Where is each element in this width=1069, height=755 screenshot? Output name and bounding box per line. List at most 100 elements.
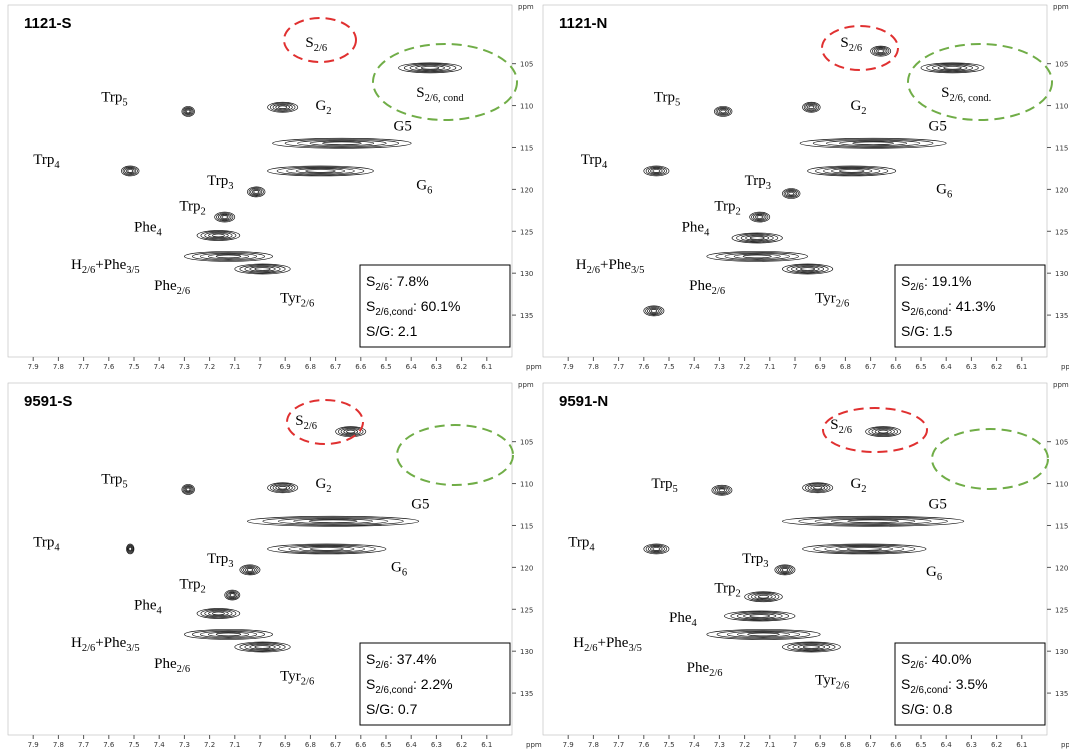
contour [812,138,934,148]
contour [795,266,820,272]
contour [711,484,733,496]
label: Tyr2/6 [280,291,314,310]
y-tick-label: 110 [520,481,533,489]
label: G5 [929,119,947,135]
x-tick-label: 7.1 [764,741,775,749]
contour [183,485,193,493]
contour [847,519,899,524]
y-tick-label: 115 [520,144,533,152]
label: G6 [416,177,432,196]
contour [715,486,729,494]
subscript: 4 [54,542,60,553]
text-part: Trp [101,89,122,105]
text-part: : 19.1% [924,273,971,289]
label: G5 [929,497,947,513]
contour [647,545,665,553]
contour [839,140,908,146]
x-tick-label: 7.9 [563,363,574,371]
y-tick-label: 110 [1055,481,1068,489]
x-tick-label: 6.3 [431,741,442,749]
x-tick-label: 7.8 [588,363,599,371]
contour [125,168,135,174]
subscript: 2 [861,484,866,495]
x-tick-label: 6.1 [1016,741,1027,749]
label: Trp5 [651,476,677,495]
text-part: S [901,298,910,314]
x-tick-label: 7.1 [229,363,240,371]
subscript: 2/6 [177,286,190,297]
contour [647,307,661,315]
y-tick-label: 125 [520,606,533,614]
contour [186,109,191,114]
contour [808,105,815,109]
contour [297,139,387,147]
text-part: G [926,564,937,580]
contour [846,547,882,551]
contour [737,631,790,638]
text-part: +Phe [95,635,126,651]
x-tick-label: 6.2 [991,363,1002,371]
label: S2/6 [840,35,862,54]
s-region [286,399,364,445]
contour [254,267,271,271]
y-tick-label: 130 [520,270,533,278]
label: Trp3 [207,551,233,570]
contour [308,519,358,524]
text-part: : 60.1% [413,298,460,314]
contour [229,593,235,597]
contour [249,644,276,650]
y-axis-label: ppm [1053,3,1069,11]
subscript: 4 [704,227,710,238]
contour [248,187,264,197]
label: Phe4 [669,610,698,629]
text-part: Tyr [815,673,836,689]
label: Trp3 [207,173,233,192]
subscript: 5 [122,97,127,108]
x-tick-label: 7.6 [103,741,115,749]
contour [228,592,237,598]
contour [278,486,288,490]
x-tick-label: 7.8 [53,363,64,371]
contour [415,65,445,71]
y-axis-label: ppm [1053,381,1069,389]
contour [803,102,819,112]
contour [788,191,795,196]
x-tick-label: 7.9 [28,741,39,749]
contour [420,66,440,70]
stats-box [359,642,511,726]
contour [839,169,865,173]
contour [724,610,796,622]
label: Trp2 [179,198,205,217]
x-tick-label: 6.4 [406,363,418,371]
label: H2/6+Phe3/5 [71,257,140,276]
label: S2/6: 7.8% [366,273,429,293]
contour [870,45,892,57]
contour [337,427,364,437]
text-part: S [901,651,910,667]
contour [227,591,238,599]
contour [124,167,137,175]
subscript: 5 [675,97,680,108]
contour [717,107,730,115]
label: Phe4 [134,597,163,616]
subscript: 2/6 [910,660,924,671]
x-tick-label: 7.7 [78,741,89,749]
y-tick-label: 135 [520,690,533,698]
subscript: 2/6,cond [910,307,948,318]
x-tick-label: 6.8 [305,363,316,371]
contour [234,641,291,653]
contour [191,251,266,261]
label: S2/6,cond: 60.1% [366,298,460,318]
text-part: S/G: 2.1 [366,323,418,339]
y-axis-label: ppm [518,3,534,11]
contour [776,565,794,575]
contour [184,108,192,115]
text-part: H [71,635,82,651]
text-part: Tyr [280,291,301,307]
contour [718,488,726,493]
contour [749,614,770,618]
contour [943,66,962,70]
contour [184,251,273,262]
contour [196,230,241,241]
x-tick-label: 6.4 [406,741,418,749]
